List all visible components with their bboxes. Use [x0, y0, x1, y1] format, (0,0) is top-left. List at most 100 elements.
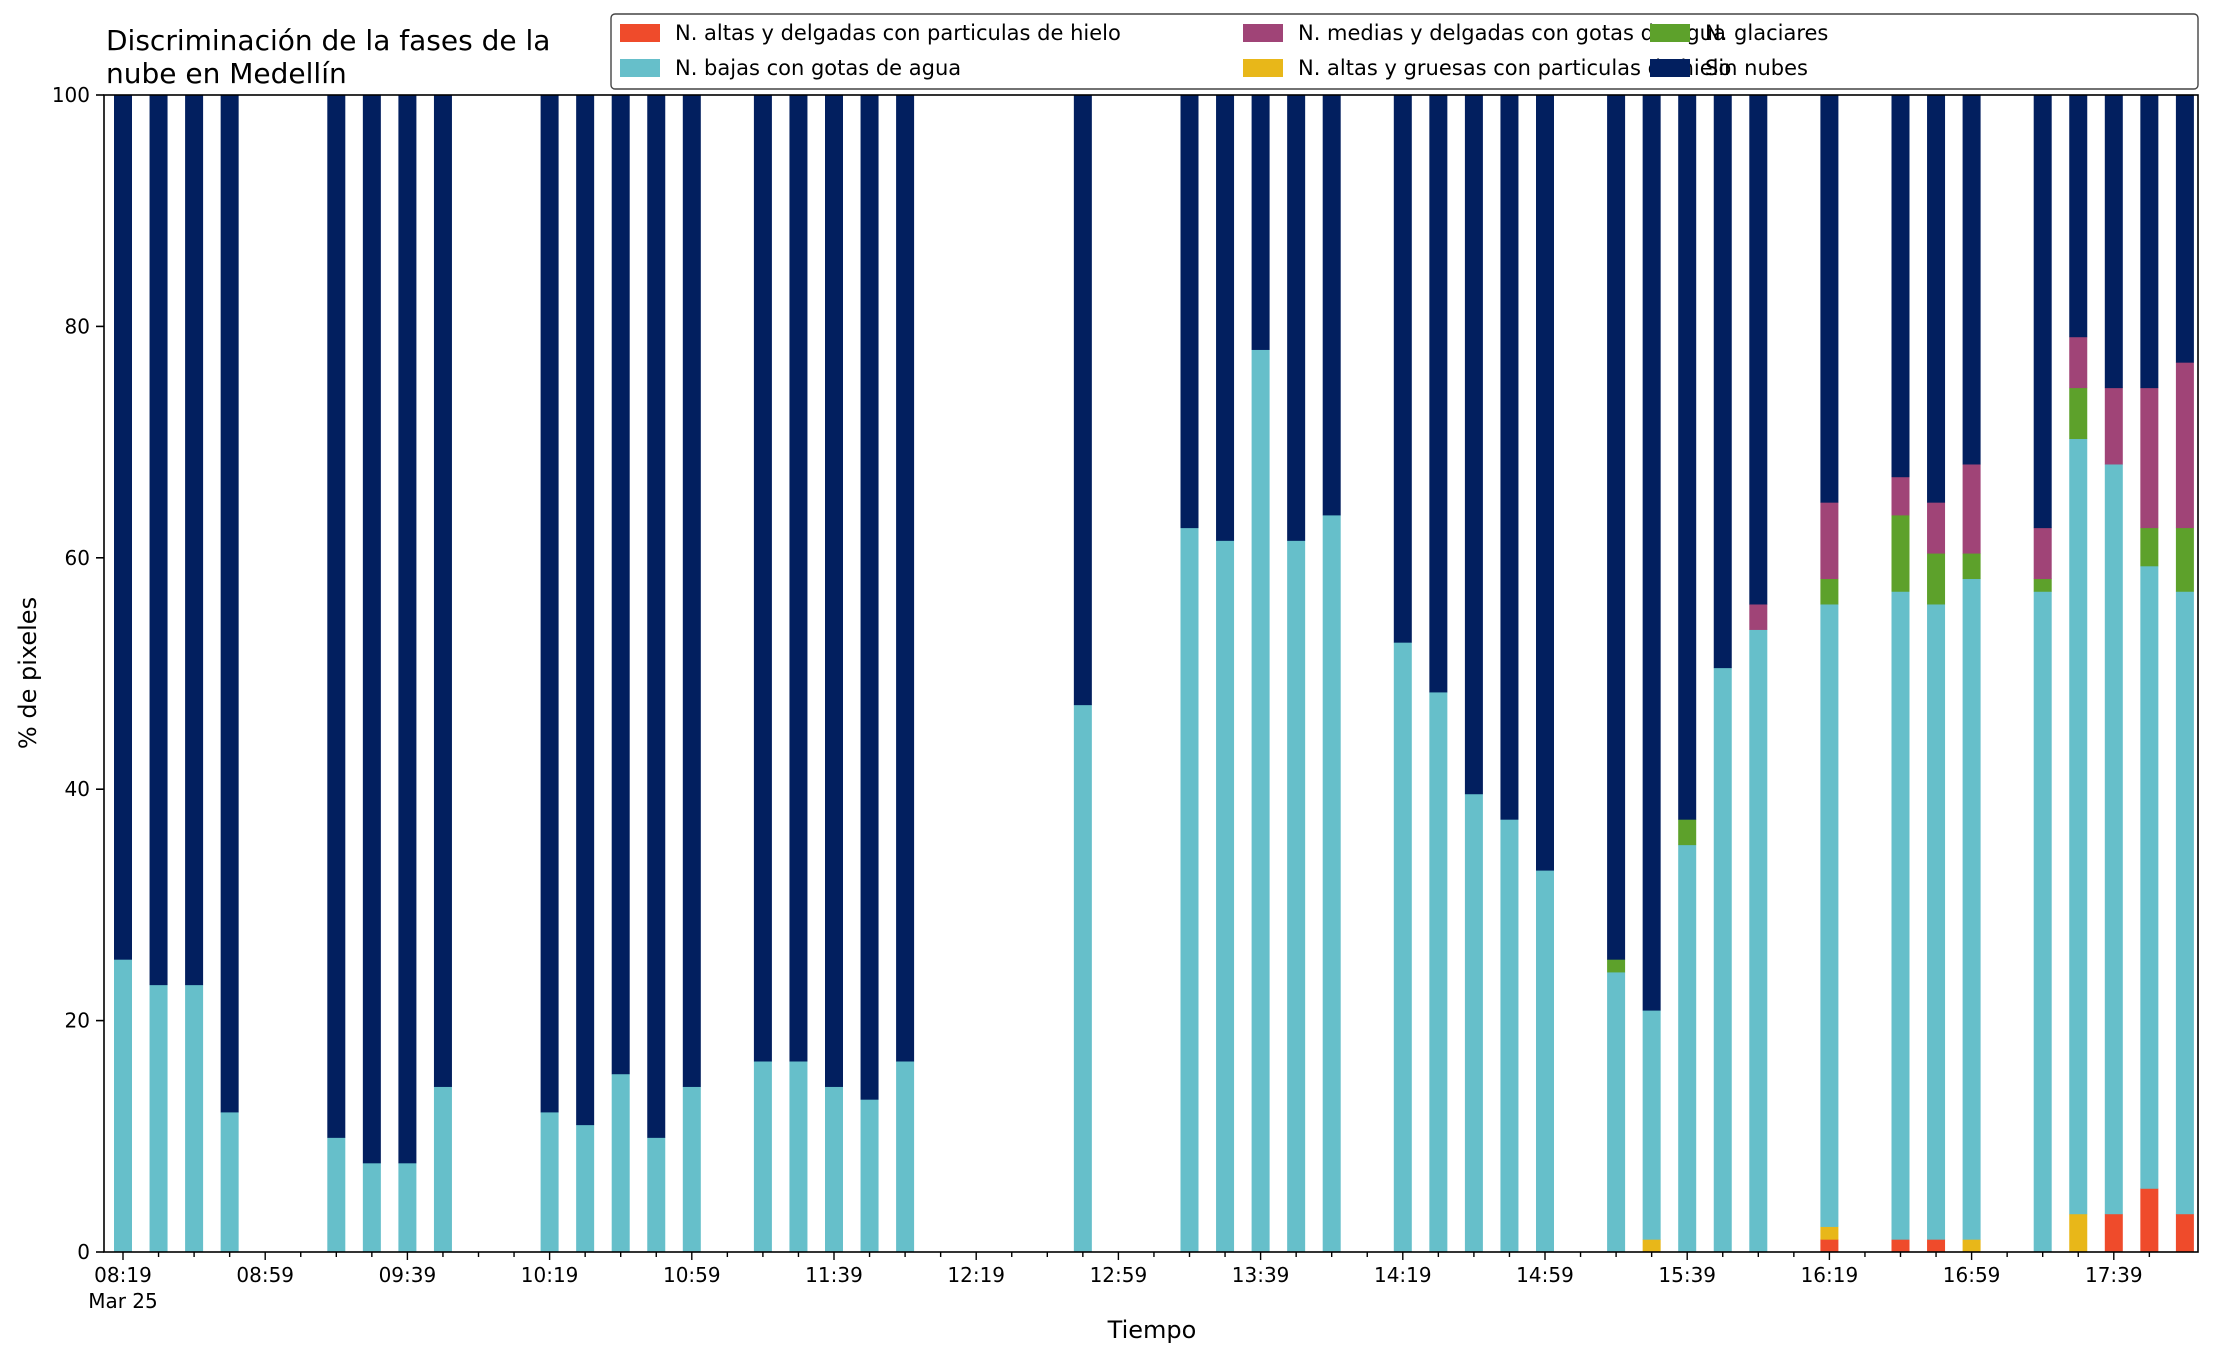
bar-1719-segment-4	[2033, 527, 2052, 580]
bar-0929-segment-5	[362, 95, 381, 1164]
bar-1559-segment-4	[1749, 604, 1768, 630]
bar-1349-segment-5	[1287, 95, 1306, 541]
x-tick-label: 11:39	[805, 1263, 863, 1287]
legend-swatch	[1243, 24, 1283, 42]
bar-1719-segment-3	[2033, 578, 2052, 592]
bar-1539-segment-3	[1678, 819, 1697, 846]
legend-box	[610, 13, 2199, 90]
bar-1359-segment-5	[1322, 95, 1341, 516]
bar-1059-segment-2	[682, 1086, 701, 1253]
bar-1619-segment-3	[1820, 578, 1839, 605]
bar-1129-segment-2	[789, 1061, 808, 1253]
bar-1619-segment-0	[1820, 1239, 1839, 1253]
bar-1549-segment-5	[1713, 95, 1732, 669]
bar-0839-segment-5	[185, 95, 204, 986]
x-tick-label: 12:19	[947, 1263, 1005, 1287]
bar-1729-segment-2	[2069, 438, 2088, 1215]
legend-swatch	[620, 59, 660, 77]
bar-1449-segment-2	[1500, 819, 1519, 1253]
bar-1039-segment-2	[611, 1073, 630, 1253]
bar-1729-segment-4	[2069, 336, 2088, 389]
bar-1039-segment-5	[611, 95, 630, 1075]
bar-1759-segment-3	[2175, 527, 2194, 592]
bar-1519-segment-5	[1607, 95, 1626, 960]
bar-1529-segment-5	[1642, 95, 1661, 1011]
bar-1529-segment-1	[1642, 1239, 1661, 1253]
x-tick-label: 14:59	[1516, 1263, 1574, 1287]
bar-1449-segment-5	[1500, 95, 1519, 820]
bar-1749-segment-3	[2140, 527, 2159, 567]
bar-1019-segment-2	[540, 1112, 559, 1253]
bar-1639-segment-0	[1891, 1239, 1910, 1253]
bar-1539-segment-2	[1678, 844, 1697, 1253]
y-tick-label: 60	[65, 546, 90, 570]
bar-1159-segment-5	[896, 95, 915, 1062]
bar-1749-segment-5	[2140, 95, 2159, 389]
x-tick-sublabel: Mar 25	[88, 1289, 158, 1313]
bar-1639-segment-3	[1891, 514, 1910, 592]
bar-1549-segment-2	[1713, 667, 1732, 1253]
legend-label: N. bajas con gotas de agua	[675, 56, 961, 80]
bar-1739-segment-2	[2104, 464, 2123, 1215]
bar-0919-segment-2	[327, 1137, 346, 1253]
bar-1649-segment-5	[1927, 95, 1946, 503]
legend-swatch	[1243, 59, 1283, 77]
bar-1519-segment-2	[1607, 972, 1626, 1253]
bar-1429-segment-2	[1429, 692, 1448, 1253]
legend-swatch	[1650, 59, 1690, 77]
y-axis: 0 20 40 60 80 100	[52, 83, 104, 1264]
y-tick-label: 80	[65, 314, 90, 338]
x-tick-label: 08:19	[94, 1263, 152, 1287]
bar-1639-segment-4	[1891, 476, 1910, 516]
bar-1559-segment-2	[1749, 629, 1768, 1253]
bar-1149-segment-2	[860, 1099, 879, 1253]
bar-1649-segment-2	[1927, 604, 1946, 1240]
bar-1119-segment-5	[753, 95, 772, 1062]
bar-1349-segment-2	[1287, 540, 1306, 1253]
bar-1059-segment-5	[682, 95, 701, 1087]
legend-swatch	[620, 24, 660, 42]
bar-1729-segment-3	[2069, 387, 2088, 440]
bar-1659-segment-2	[1962, 578, 1981, 1240]
x-tick-label: 12:59	[1090, 1263, 1148, 1287]
bar-0839-segment-2	[185, 984, 204, 1253]
bar-1319-segment-5	[1180, 95, 1199, 529]
bar-0939-segment-2	[398, 1162, 417, 1253]
bar-1659-segment-3	[1962, 553, 1981, 580]
x-tick-label: 10:59	[663, 1263, 721, 1287]
bar-0929-segment-2	[362, 1162, 381, 1253]
bar-1249-segment-5	[1073, 95, 1092, 706]
x-tick-label: 13:39	[1232, 1263, 1290, 1287]
legend-label: N. glaciares	[1705, 21, 1828, 45]
bar-1749-segment-4	[2140, 387, 2159, 529]
bar-1419-segment-2	[1393, 642, 1412, 1253]
bar-0849-segment-5	[220, 95, 239, 1113]
y-axis-label: % de pixeles	[14, 597, 42, 749]
x-tick-label: 17:39	[2085, 1263, 2143, 1287]
bar-0919-segment-5	[327, 95, 346, 1138]
bar-1649-segment-0	[1927, 1239, 1946, 1253]
bar-1759-segment-4	[2175, 362, 2194, 529]
bar-1739-segment-0	[2104, 1213, 2123, 1253]
x-tick-label: 10:19	[521, 1263, 579, 1287]
bar-1759-segment-0	[2175, 1213, 2194, 1253]
bar-1619-segment-4	[1820, 502, 1839, 580]
y-tick-label: 100	[52, 83, 90, 107]
bar-1029-segment-5	[576, 95, 595, 1126]
bar-1619-segment-5	[1820, 95, 1839, 503]
bar-1719-segment-5	[2033, 95, 2052, 529]
bar-1529-segment-2	[1642, 1010, 1661, 1240]
bar-1649-segment-3	[1927, 553, 1946, 605]
plot-frame	[103, 94, 2199, 1253]
bar-1149-segment-5	[860, 95, 879, 1100]
bar-1649-segment-4	[1927, 502, 1946, 554]
bar-1459-segment-5	[1536, 95, 1554, 871]
bar-1429-segment-5	[1429, 95, 1448, 693]
bar-1519-segment-3	[1607, 959, 1626, 973]
legend-label: N. altas y delgadas con particulas de hi…	[675, 21, 1121, 45]
x-tick-label: 09:39	[379, 1263, 437, 1287]
bar-1559-segment-5	[1749, 95, 1768, 605]
legend-swatch	[1650, 24, 1690, 42]
y-tick-label: 0	[77, 1240, 90, 1264]
